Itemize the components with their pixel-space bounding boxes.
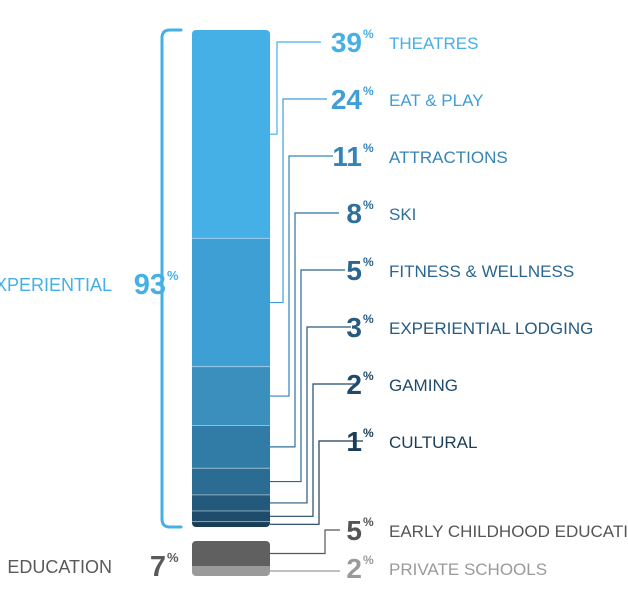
item-attractions-value: 11	[332, 141, 362, 172]
item-experiential-lodging-percent-sign: %	[363, 312, 374, 326]
leader-line-ski	[270, 212, 339, 448]
item-early-childhood-education-value: 5	[346, 515, 362, 546]
item-attractions-percent-sign: %	[363, 141, 374, 155]
bar-segment-ski	[192, 425, 270, 469]
leader-line-fitness-and-wellness	[270, 269, 345, 483]
bar-segment-eat-and-play	[192, 238, 270, 367]
item-experiential-lodging-label: EXPERIENTIAL LODGING	[389, 319, 593, 338]
item-private-schools-label: PRIVATE SCHOOLS	[389, 560, 547, 579]
item-eat-and-play-percent-sign: %	[363, 84, 374, 98]
item-fitness-and-wellness-value: 5	[346, 255, 362, 286]
item-theatres-percent-sign: %	[363, 27, 374, 41]
experiential-bracket	[160, 28, 183, 529]
experiential-group-value: 93	[134, 269, 166, 301]
leader-line-cultural	[270, 440, 363, 525]
item-ski-label: SKI	[389, 205, 416, 224]
leader-line-early-childhood-education	[270, 529, 340, 555]
item-fitness-and-wellness-percent-sign: %	[363, 255, 374, 269]
bar-segment-gaming	[192, 510, 270, 522]
item-eat-and-play-label: EAT & PLAY	[389, 91, 484, 110]
leader-line-theatres	[270, 41, 321, 135]
bar-segment-attractions	[192, 366, 270, 426]
leader-line-experiential-lodging	[270, 326, 351, 504]
item-attractions-label: ATTRACTIONS	[389, 148, 508, 167]
bar-segment-fitness-and-wellness	[192, 468, 270, 495]
item-theatres-label: THEATRES	[389, 34, 478, 53]
item-fitness-and-wellness-label: FITNESS & WELLNESS	[389, 262, 574, 281]
education-group-percent-sign: %	[167, 550, 179, 565]
item-gaming-percent-sign: %	[363, 369, 374, 383]
item-cultural-label: CULTURAL	[389, 433, 477, 452]
item-theatres-value: 39	[331, 27, 362, 58]
item-eat-and-play-value: 24	[331, 84, 363, 115]
leader-line-eat-and-play	[270, 98, 327, 304]
item-private-schools-percent-sign: %	[363, 553, 374, 567]
item-gaming-label: GAMING	[389, 376, 458, 395]
item-ski-percent-sign: %	[363, 198, 374, 212]
bar-segment-experiential-lodging	[192, 494, 270, 511]
item-ski-value: 8	[346, 198, 362, 229]
item-cultural-percent-sign: %	[363, 426, 374, 440]
bar-segment-private-schools	[192, 566, 270, 576]
item-experiential-lodging-value: 3	[346, 312, 362, 343]
education-group-value: 7	[150, 551, 166, 583]
item-early-childhood-education-label: EARLY CHILDHOOD EDUCATION	[389, 522, 628, 541]
experiential-group-label: EXPERIENTIAL	[0, 275, 112, 295]
bar-segment-theatres	[192, 30, 270, 239]
item-early-childhood-education-percent-sign: %	[363, 515, 374, 529]
bar-segment-cultural	[192, 521, 270, 527]
item-cultural-value: 1	[346, 426, 362, 457]
leader-line-attractions	[270, 155, 333, 397]
item-gaming-value: 2	[346, 369, 362, 400]
leader-line-gaming	[270, 383, 357, 517]
experiential-group-percent-sign: %	[167, 268, 179, 283]
bar-segment-early-childhood-education	[192, 541, 270, 566]
education-group-label: EDUCATION	[7, 557, 112, 577]
item-private-schools-value: 2	[346, 553, 362, 584]
